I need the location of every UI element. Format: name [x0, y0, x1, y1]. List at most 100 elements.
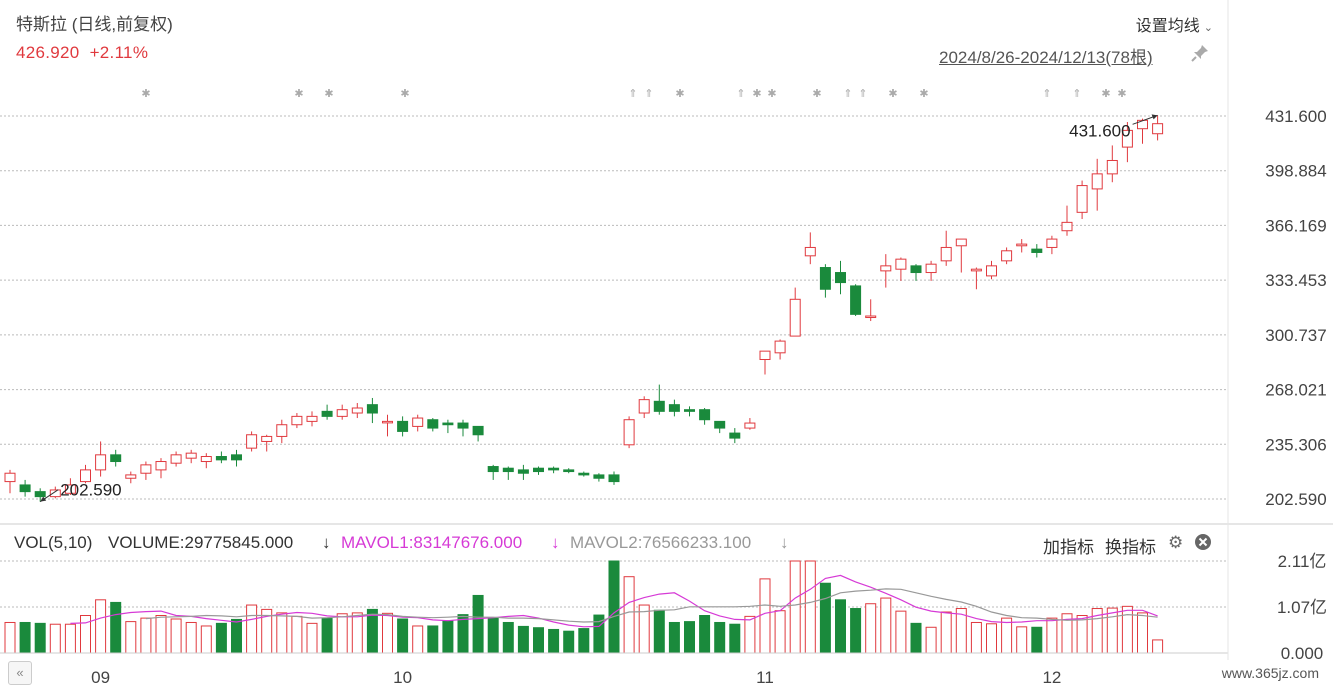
volume-bar	[412, 625, 424, 654]
candle	[382, 414, 393, 437]
volume-bar	[774, 610, 786, 654]
event-marker-icon: ⇑	[858, 88, 867, 100]
volume-value: VOLUME:29775845.000	[108, 533, 294, 552]
candle-body	[548, 467, 560, 471]
volume-bar	[1061, 613, 1073, 654]
candle-body	[517, 469, 529, 474]
candle	[336, 404, 348, 420]
candle-body	[925, 263, 937, 274]
candle-body	[351, 407, 363, 414]
candle-body	[276, 424, 288, 437]
candle-body	[970, 268, 982, 272]
candle	[729, 428, 741, 444]
volume-bar	[125, 621, 137, 654]
last-price: 426.920	[16, 43, 80, 62]
candle-body	[397, 420, 409, 432]
mavol1-arrow: ↓	[551, 533, 560, 552]
price-tick-label: 268.021	[1265, 381, 1326, 400]
switch-indicator-button[interactable]: 换指标	[1105, 538, 1156, 557]
candle-body	[427, 419, 439, 429]
candle	[970, 267, 982, 290]
candle	[623, 416, 635, 449]
price-tick-label: 366.169	[1265, 216, 1326, 235]
candle	[789, 287, 801, 337]
candle	[759, 350, 771, 375]
volume-tick-label: 0.000	[1281, 644, 1324, 663]
candle-body	[125, 474, 137, 479]
candle-body	[472, 425, 484, 436]
volume-bar	[366, 608, 378, 654]
price-tick-label: 202.590	[1265, 490, 1326, 509]
candle-body	[246, 434, 258, 449]
event-marker-icon: ⇑	[736, 88, 745, 100]
volume-bar	[925, 626, 937, 654]
add-indicator-button[interactable]: 加指标	[1043, 538, 1094, 557]
candle-body	[608, 474, 620, 483]
volume-bar	[1152, 639, 1164, 654]
pin-icon[interactable]	[1190, 43, 1210, 63]
volume-bar	[699, 615, 711, 654]
candle	[744, 418, 756, 430]
candle-body	[940, 246, 952, 262]
volume-bar	[64, 623, 76, 654]
candle-body	[895, 258, 907, 270]
volume-bar	[865, 603, 877, 654]
volume-bar	[382, 612, 393, 654]
mavol1-value: MAVOL1:83147676.000	[341, 533, 523, 552]
mavol2-arrow: ↓	[780, 533, 789, 552]
mavol1-line	[70, 574, 1158, 628]
candle-body	[502, 467, 514, 473]
ma-setting-dropdown[interactable]: 设置均线 ⌄	[1136, 12, 1213, 36]
scroll-left-button[interactable]: «	[8, 661, 32, 685]
candle	[200, 453, 212, 469]
candle-body	[593, 474, 605, 479]
event-marker-icon: ✱	[888, 88, 897, 100]
volume-bar	[140, 617, 152, 654]
candle-body	[804, 246, 816, 257]
price-tick-label: 300.737	[1265, 326, 1326, 345]
candle-body	[744, 422, 756, 429]
candle	[533, 466, 544, 475]
month-tick-label: 12	[1042, 668, 1061, 687]
candle-body	[835, 272, 846, 284]
candle	[986, 260, 997, 280]
price-change: +2.11%	[89, 43, 149, 62]
candle	[1152, 115, 1164, 141]
candle	[1031, 244, 1043, 258]
volume-tick-label: 1.07亿	[1277, 598, 1327, 617]
candle	[457, 419, 469, 437]
candle	[306, 411, 318, 427]
candle-body	[19, 484, 31, 493]
volume-bar	[1121, 605, 1133, 654]
volume-bar	[578, 628, 590, 654]
candle-body	[80, 469, 91, 483]
candle-body	[487, 466, 499, 473]
low-price-label: 202.590	[60, 481, 121, 500]
gear-icon[interactable]: ⚙	[1168, 533, 1184, 552]
high-price-label: 431.600	[1069, 121, 1130, 140]
volume-bar	[1137, 612, 1148, 654]
candle	[64, 478, 76, 495]
candle-body	[1106, 159, 1118, 175]
volume-bar	[291, 615, 303, 654]
volume-bar	[1016, 626, 1028, 654]
close-icon[interactable]	[1194, 533, 1212, 556]
candle	[910, 264, 922, 281]
candle	[714, 420, 726, 434]
volume-bar	[1031, 626, 1043, 654]
volume-bar	[215, 622, 227, 654]
date-range-link[interactable]: 2024/8/26-2024/12/13(78根)	[939, 48, 1153, 67]
volume-bar	[19, 621, 31, 654]
candle	[1076, 180, 1088, 220]
candle-body	[955, 238, 967, 247]
volume-bar	[608, 560, 620, 654]
candle	[321, 404, 333, 420]
candle	[291, 413, 303, 429]
volume-bar	[457, 614, 469, 654]
candle-body	[64, 484, 76, 494]
candle-body	[457, 422, 469, 429]
event-marker-icon: ✱	[400, 88, 409, 100]
mavol2-value: MAVOL2:76566233.100	[570, 533, 752, 552]
event-marker-icon: ✱	[1117, 88, 1126, 100]
